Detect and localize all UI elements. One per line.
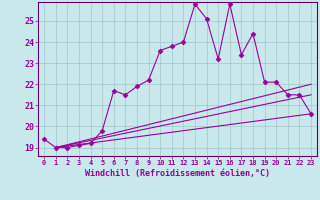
X-axis label: Windchill (Refroidissement éolien,°C): Windchill (Refroidissement éolien,°C) (85, 169, 270, 178)
